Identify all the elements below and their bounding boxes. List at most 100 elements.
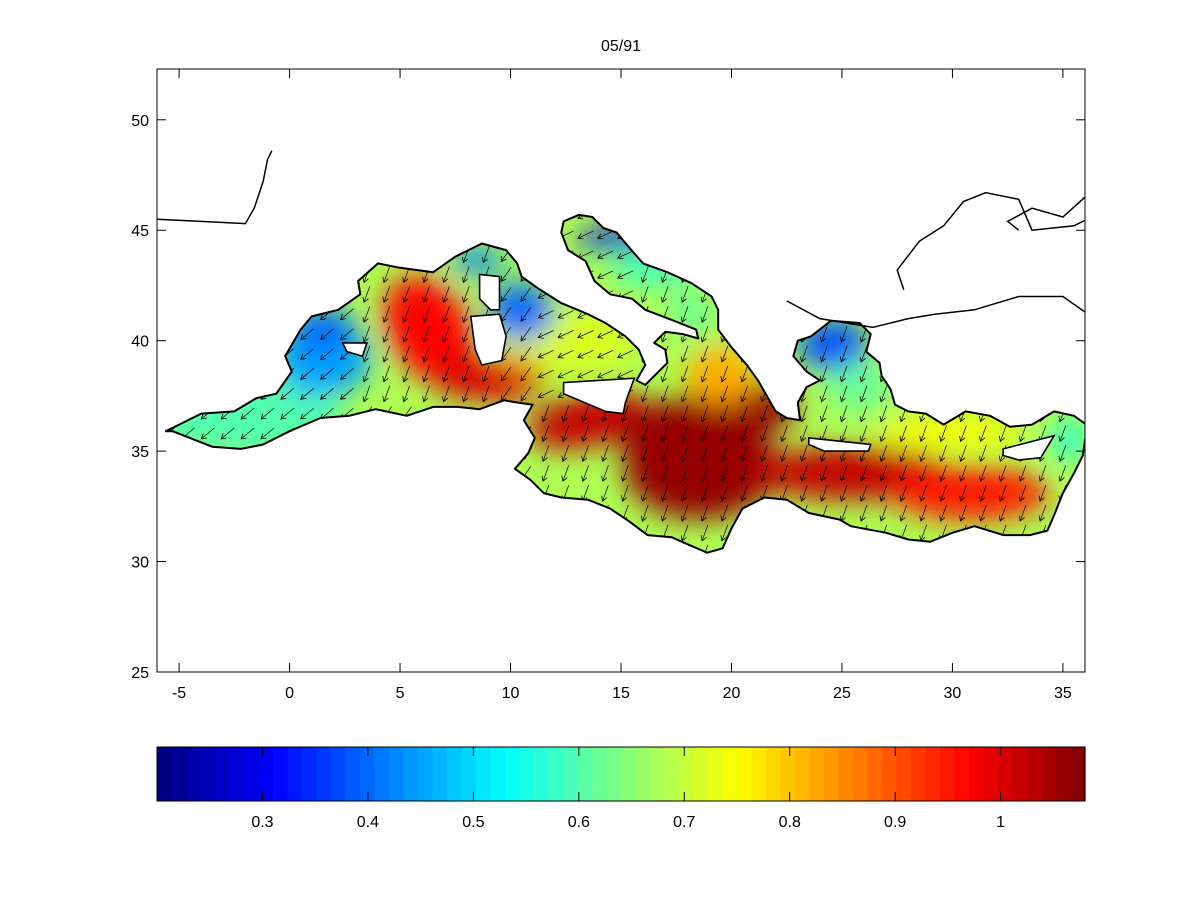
wind-arrow [762,425,768,442]
wind-arrow [501,287,512,301]
wind-arrow [642,266,649,282]
wind-arrow [483,385,490,402]
wind-arrow [463,325,470,342]
wind-arrow [642,504,649,521]
wind-arrow [221,427,235,439]
wind-arrow [662,445,669,461]
colorbar-cell [998,747,1014,801]
wind-arrow [578,369,594,377]
wind-arrow [1020,484,1027,501]
colorbar-cell [490,747,506,801]
wind-arrow [722,524,729,541]
wind-arrow [341,368,354,379]
mediterranean-coastline [164,213,1085,554]
wind-arrow [583,405,589,422]
x-tick-label: 10 [502,685,520,702]
colorbar-tick-label: 0.6 [568,814,590,831]
wind-arrow [682,345,689,362]
wind-arrow [444,306,450,322]
y-tick-label: 45 [131,223,149,240]
wind-arrow [384,345,391,362]
colorbar-cell [983,747,999,801]
colorbar-cell [519,747,535,801]
wind-arrow [821,465,828,481]
wind-arrow [623,465,629,481]
colorbar-cell [389,747,405,801]
colorbar-cell [853,747,869,801]
colorbar-cell [954,747,970,801]
wind-arrow [861,365,868,382]
x-tick-label: -5 [172,685,186,702]
colorbar-tick-label: 0.4 [357,814,379,831]
wind-arrow [782,465,788,481]
wind-arrow [881,465,888,481]
colorbar-cell [258,747,274,801]
wind-arrow [961,425,967,442]
wind-arrow [404,286,410,302]
wind-arrow [404,306,410,322]
wind-arrow [742,405,748,422]
wind-arrow [444,266,450,282]
wind-arrow [321,368,334,379]
wind-arrow [463,345,470,362]
wind-arrow [598,349,614,357]
field-blob [450,247,504,275]
wind-arrow [341,387,354,399]
wind-arrow [384,365,391,382]
wind-arrow [404,325,410,342]
wind-arrow [901,484,908,501]
wind-arrow [538,389,554,397]
wind-arrow [543,445,550,461]
wind-arrow [821,405,828,422]
wind-arrow [921,484,927,501]
wind-arrow [281,387,295,399]
wind-arrow [261,427,275,439]
wind-arrow [558,369,574,377]
colorbar-cell [1056,747,1072,801]
wind-arrow [578,230,594,238]
colorbar-cell [171,747,187,801]
colorbar-cell [664,747,680,801]
x-tick-label: 0 [285,685,294,702]
wind-arrow [702,365,709,382]
colorbar-cell [447,747,463,801]
wind-arrow [901,504,908,521]
x-tick-label: 20 [723,685,741,702]
colorbar-cell [577,747,593,801]
wind-arrow [583,445,589,461]
wind-arrow [861,465,868,481]
wind-arrow [364,365,371,382]
wind-arrow [861,385,868,402]
wind-arrow [538,330,554,338]
wind-arrow [463,286,470,302]
wind-arrow [501,386,512,401]
wind-arrow [961,465,967,481]
colorbar-cell [766,747,782,801]
wind-arrow [642,445,649,461]
colorbar-cell [925,747,941,801]
wind-arrow [301,387,315,399]
wind-arrow [921,445,927,461]
wind-arrow [702,345,709,362]
wind-arrow [682,306,689,322]
wind-arrow [341,308,354,320]
wind-arrow [802,405,808,422]
wind-arrow [921,524,927,541]
colorbar-cell [780,747,796,801]
wind-arrow [404,365,410,382]
x-tick-label: 35 [1054,685,1072,702]
y-tick-label: 40 [131,334,149,351]
wind-arrow [563,445,570,461]
wind-arrow [618,369,634,377]
wind-arrow [742,445,748,461]
colorbar-cell [896,747,912,801]
wind-arrow [722,385,729,402]
coastline-segment [896,191,1085,291]
wind-arrow [702,484,709,501]
wind-arrow [424,325,430,342]
wind-arrow [861,504,868,521]
colorbar-cell [200,747,216,801]
wind-arrow [201,427,215,439]
field-blob [890,466,1050,520]
colorbar-cell [345,747,361,801]
